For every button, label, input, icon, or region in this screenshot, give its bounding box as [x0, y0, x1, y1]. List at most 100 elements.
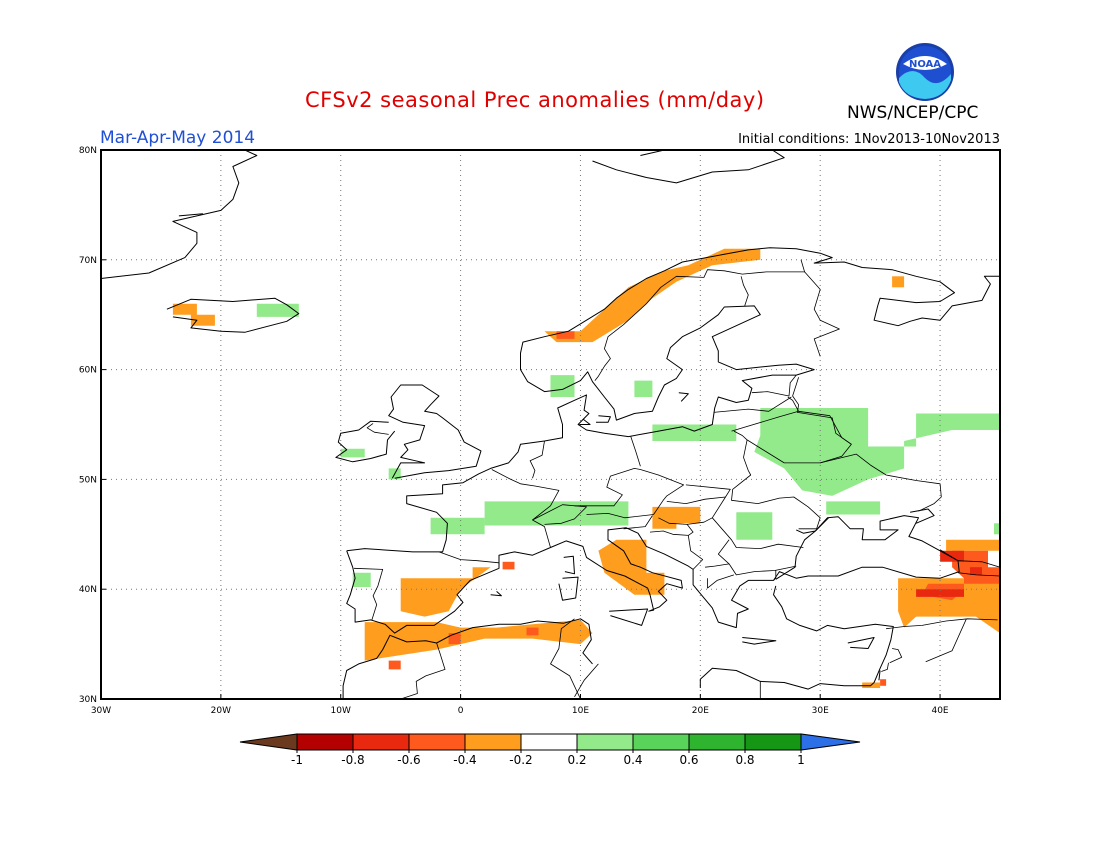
strong-negative-anomaly-patch	[448, 633, 461, 645]
country-border	[353, 567, 384, 621]
country-border	[666, 484, 731, 505]
y-tick-label: 60N	[79, 366, 97, 376]
x-tick-label: 0	[458, 706, 464, 716]
country-border	[711, 517, 804, 549]
anomaly-fills	[172, 248, 1000, 688]
y-tick-label: 30N	[79, 695, 97, 705]
positive-anomaly-patch	[550, 375, 575, 397]
x-tick-label: 20W	[211, 706, 231, 716]
colorbar-segment	[744, 733, 802, 751]
colorbar-label: -0.8	[341, 753, 364, 767]
colorbar-label: 0.8	[735, 753, 754, 767]
country-border	[751, 374, 797, 397]
positive-anomaly-patch	[256, 303, 299, 317]
strong-negative-anomaly-patch	[880, 679, 887, 686]
y-tick-label: 40N	[79, 585, 97, 595]
negative-anomaly-patch	[946, 539, 1000, 551]
country-border	[886, 618, 998, 630]
positive-anomaly-patch	[430, 517, 485, 535]
x-tick-label: 40E	[931, 706, 948, 716]
country-borders	[353, 259, 1000, 699]
country-border	[820, 453, 942, 512]
colorbar-segment	[352, 733, 410, 751]
x-tick-label: 30E	[812, 706, 829, 716]
positive-anomaly-patch	[826, 501, 881, 515]
positive-anomaly-patch	[634, 380, 653, 397]
colorbar-segment	[296, 733, 354, 751]
country-border	[939, 549, 1000, 568]
country-border	[957, 572, 1000, 577]
negative-anomaly-patch	[544, 248, 761, 343]
coastline	[847, 637, 875, 649]
positive-anomaly-patch	[754, 408, 1000, 496]
colorbar-segment	[464, 733, 522, 751]
svg-text:NOAA: NOAA	[909, 59, 941, 70]
colorbar-high-arrow	[800, 733, 861, 751]
country-border	[800, 259, 840, 357]
negative-anomaly-patch	[892, 276, 905, 288]
coastline	[178, 213, 203, 217]
colorbar-segment	[576, 733, 634, 751]
coastline	[346, 515, 960, 634]
coastline	[346, 247, 1000, 553]
organization-label: NWS/NCEP/CPC	[847, 103, 979, 123]
country-border	[717, 539, 730, 565]
country-border	[746, 410, 852, 464]
positive-anomaly-patch	[652, 424, 737, 441]
positive-anomaly-patch	[352, 572, 371, 587]
country-border	[658, 496, 726, 525]
country-border	[630, 436, 641, 467]
colorbar-label: 0.2	[567, 753, 586, 767]
x-tick-label: 10W	[331, 706, 351, 716]
coastline	[592, 150, 785, 184]
coastline	[388, 384, 482, 479]
colorbar: -1 -0.8 -0.6 -0.4 -0.2 0.2 0.4 0.6 0.8 1	[239, 733, 861, 767]
country-border	[574, 663, 599, 698]
axis-ticks: 30W 20W 10W 0 10E 20E 30E 40E 30N 40N 50N 60N 70N 80N	[79, 146, 949, 716]
country-border	[707, 574, 735, 589]
country-border	[881, 662, 889, 672]
colorbar-segment	[632, 733, 690, 751]
colorbar-label: -1	[291, 753, 303, 767]
country-border	[686, 524, 704, 570]
colorbar-label: -0.2	[509, 753, 532, 767]
country-border	[574, 467, 684, 519]
colorbar-segment	[408, 733, 466, 751]
colorbar-low-arrow	[239, 733, 298, 751]
positive-anomaly-patch	[484, 501, 629, 526]
coastline	[596, 415, 611, 423]
colorbar-segment	[520, 733, 578, 751]
positive-anomaly-patch	[736, 512, 773, 540]
strong-negative-anomaly-patch	[388, 660, 401, 670]
very-strong-negative-anomaly-patch	[916, 589, 964, 597]
country-border	[532, 504, 587, 525]
coastline	[490, 591, 502, 597]
very-strong-negative-anomaly-patch	[970, 567, 982, 575]
coastline	[1012, 534, 1048, 583]
country-border	[550, 618, 581, 699]
negative-anomaly-patch	[172, 303, 215, 326]
country-border	[366, 423, 389, 435]
colorbar-label: -0.4	[453, 753, 476, 767]
coastline	[878, 670, 881, 681]
coastline	[101, 150, 258, 280]
coastline	[699, 585, 894, 690]
colorbar-label: 1	[797, 753, 805, 767]
colorbar-label: -0.6	[397, 753, 420, 767]
x-tick-label: 10E	[572, 706, 589, 716]
y-tick-label: 50N	[79, 475, 97, 485]
negative-anomaly-patch	[598, 539, 665, 595]
colorbar-label: 0.6	[679, 753, 698, 767]
map-title: CFSv2 seasonal Prec anomalies (mm/day)	[305, 88, 765, 112]
country-border	[594, 269, 805, 381]
strong-negative-anomaly-patch	[502, 561, 515, 570]
x-tick-label: 30W	[91, 706, 111, 716]
coastline	[795, 517, 829, 534]
country-border	[649, 530, 689, 536]
coastline	[342, 618, 593, 699]
country-border	[925, 618, 967, 663]
map-frame	[100, 149, 1001, 700]
colorbar-segment	[688, 733, 746, 751]
season-label: Mar-Apr-May 2014	[100, 128, 256, 148]
coastline	[558, 576, 579, 601]
